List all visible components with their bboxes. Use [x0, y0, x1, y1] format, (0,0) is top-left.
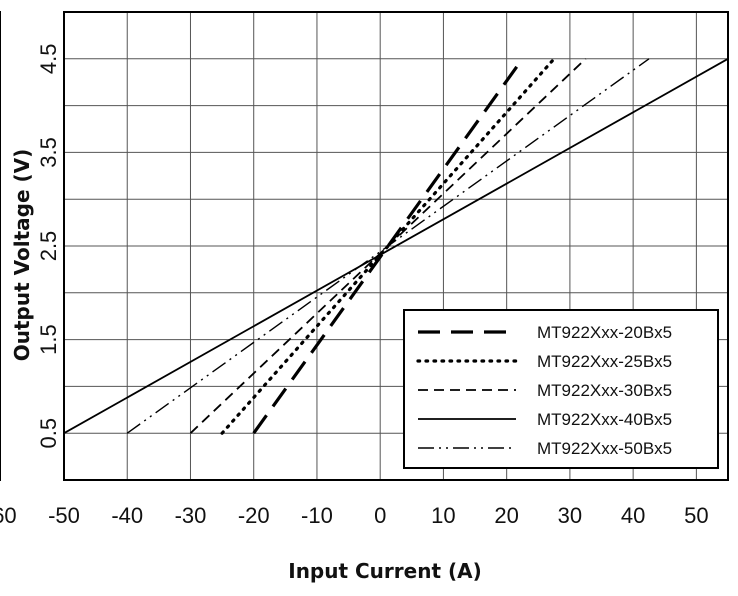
series-group: [64, 57, 728, 435]
series-line: [64, 58, 728, 434]
legend-label: MT922Xxx-30Bx5: [537, 381, 672, 400]
x-tick-label: 40: [621, 503, 645, 528]
x-tick-label: 0: [374, 503, 386, 528]
legend-label: MT922Xxx-25Bx5: [537, 352, 672, 371]
y-tick-label: 0.5: [36, 418, 61, 449]
y-axis-title: Output Voltage (V): [10, 149, 34, 362]
legend-label: MT922Xxx-40Bx5: [537, 410, 672, 429]
x-tick-label: -10: [301, 503, 333, 528]
plot-frame: [63, 11, 729, 481]
legend-label: MT922Xxx-50Bx5: [537, 439, 672, 458]
x-tick-label: 50: [684, 503, 708, 528]
x-tick-label: -60: [0, 503, 17, 528]
y-tick-label: 1.5: [36, 324, 61, 355]
x-tick-label: -20: [238, 503, 270, 528]
x-tick-label: -40: [111, 503, 143, 528]
x-tick-label: -30: [175, 503, 207, 528]
x-tick-label: -50: [48, 503, 80, 528]
legend-label: MT922Xxx-20Bx5: [537, 323, 672, 342]
y-tick-label: 4.5: [36, 44, 61, 75]
x-axis-title: Input Current (A): [288, 559, 482, 583]
legend-box: [403, 309, 719, 469]
x-tick-label: 20: [494, 503, 518, 528]
legend: MT922Xxx-20Bx5 MT922Xxx-25Bx5 MT922Xxx-30B…: [403, 309, 719, 469]
y-tick-label: 3.5: [36, 137, 61, 168]
y-tick-label: 2.5: [36, 231, 61, 262]
series-line: [126, 58, 650, 434]
x-tick-label: 30: [558, 503, 582, 528]
x-tick-label: 10: [431, 503, 455, 528]
y-tick-labels: 0.5 1.5 2.5 3.5 4.5: [36, 44, 61, 449]
x-tick-labels: -60 -50 -40 -30 -20 -10 0 10 20 30 40 50: [0, 503, 709, 528]
series-line: [252, 57, 524, 435]
